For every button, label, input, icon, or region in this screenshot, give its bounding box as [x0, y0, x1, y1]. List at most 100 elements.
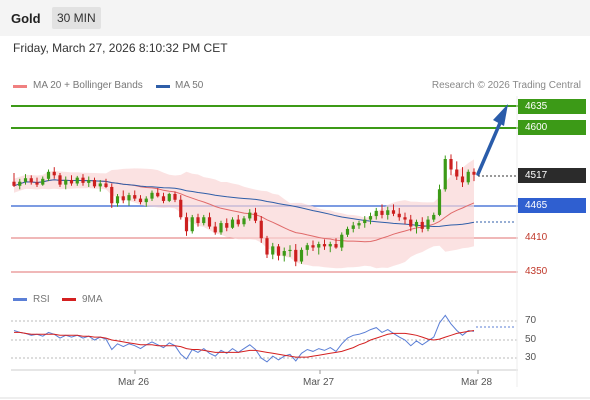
- candle-body: [35, 182, 39, 185]
- candle-body: [29, 178, 33, 183]
- candle-body: [380, 210, 384, 215]
- candle-body: [69, 179, 74, 184]
- ma50-legend-label: MA 50: [175, 80, 204, 91]
- rsi-axis-30: 30: [525, 352, 537, 363]
- candle-body: [282, 251, 286, 256]
- candle-body: [92, 179, 97, 187]
- candle-body: [472, 171, 476, 175]
- candle-body: [363, 219, 367, 224]
- rsi-ma-legend-swatch: [62, 298, 76, 301]
- last-price-badge: 4517: [518, 168, 586, 183]
- x-label-mar26: Mar 26: [118, 377, 150, 388]
- candle-body: [259, 220, 263, 239]
- candle-body: [46, 171, 51, 179]
- top-bar: Gold 30 MIN: [0, 0, 590, 36]
- candle-body: [317, 244, 321, 248]
- candle-body: [127, 195, 131, 201]
- candle-body: [455, 169, 459, 177]
- rsi-ma-legend-label: 9MA: [82, 294, 103, 305]
- candle-body: [386, 210, 390, 215]
- level-badge-4600: 4600: [518, 120, 586, 135]
- candle-body: [236, 219, 240, 225]
- candle-body: [150, 192, 154, 199]
- candle-body: [265, 238, 269, 255]
- ma50-legend-swatch: [156, 85, 170, 88]
- candle-body: [179, 199, 183, 218]
- candle-body: [345, 228, 350, 235]
- candle-body: [305, 245, 309, 250]
- symbol-title: Gold: [11, 11, 41, 26]
- candles-group: [12, 154, 476, 267]
- candle-body: [161, 196, 166, 201]
- candle-body: [110, 186, 114, 204]
- level-label-4410: 4410: [525, 232, 548, 243]
- rsi-axis-50: 50: [525, 334, 537, 345]
- candle-body: [196, 217, 200, 224]
- candle-body: [288, 249, 292, 252]
- candle-body: [368, 216, 373, 220]
- candle-body: [184, 217, 189, 232]
- candle-body: [397, 213, 401, 218]
- rsi-legend-swatch: [13, 298, 27, 301]
- candle-body: [242, 218, 246, 225]
- candle-body: [98, 183, 102, 187]
- candle-body: [202, 217, 206, 224]
- candle-body: [115, 196, 120, 204]
- candle-body: [391, 210, 396, 214]
- candle-body: [58, 175, 62, 185]
- candle-body: [12, 181, 16, 186]
- candle-body: [449, 159, 453, 170]
- candle-body: [437, 189, 442, 215]
- candle-body: [374, 210, 378, 217]
- candle-body: [230, 219, 235, 228]
- candle-body: [351, 225, 355, 229]
- candle-body: [311, 245, 315, 248]
- candle-body: [133, 195, 137, 199]
- x-label-mar28: Mar 28: [461, 377, 493, 388]
- candle-body: [41, 178, 45, 185]
- rsi-axis-70: 70: [525, 315, 537, 326]
- ma50-line: [13, 179, 475, 228]
- candle-body: [294, 249, 298, 262]
- candle-body: [64, 179, 68, 185]
- candle-body: [121, 196, 125, 201]
- candle-body: [207, 217, 212, 227]
- candle-body: [443, 159, 447, 190]
- candle-body: [81, 177, 85, 183]
- projection-arrow: [476, 104, 508, 176]
- level-badge-4465: 4465: [518, 198, 586, 213]
- level-badge-4635: 4635: [518, 99, 586, 114]
- candle-body: [340, 234, 344, 248]
- candle-body: [426, 219, 430, 229]
- candle-body: [253, 212, 258, 221]
- candle-body: [328, 244, 332, 247]
- rsi-line: [13, 314, 475, 363]
- candle-body: [414, 221, 419, 227]
- candle-body: [334, 244, 338, 248]
- candle-body: [420, 221, 424, 229]
- candle-body: [403, 217, 407, 220]
- ma20-legend-swatch: [13, 85, 27, 88]
- candle-body: [190, 217, 194, 232]
- candle-body: [276, 246, 281, 256]
- candle-body: [299, 249, 304, 262]
- candle-body: [87, 179, 91, 183]
- timestamp: Friday, March 27, 2026 8:10:32 PM CET: [13, 41, 228, 55]
- candle-body: [52, 171, 56, 176]
- timeframe-button[interactable]: 30 MIN: [52, 7, 101, 29]
- x-label-mar27: Mar 27: [303, 377, 335, 388]
- candle-body: [173, 193, 177, 200]
- candle-body: [213, 226, 217, 233]
- ma20-legend-label: MA 20 + Bollinger Bands: [33, 80, 143, 91]
- candle-body: [219, 223, 223, 233]
- candle-body: [322, 244, 327, 247]
- candle-body: [18, 181, 22, 186]
- candle-body: [23, 178, 28, 182]
- candle-body: [144, 198, 148, 203]
- candle-body: [271, 246, 275, 255]
- candle-body: [167, 193, 171, 201]
- rsi-legend-label: RSI: [33, 294, 50, 305]
- credit-text: Research © 2026 Trading Central: [431, 80, 581, 91]
- candle-body: [156, 192, 160, 197]
